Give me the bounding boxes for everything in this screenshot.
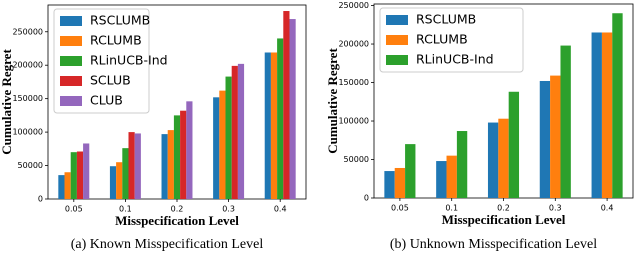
legend-swatch [60,96,82,106]
legend-label: RLinUCB-Ind [90,53,168,68]
legend-swatch [386,35,408,45]
legend-frame [53,8,150,114]
x-tick-label: 0.05 [391,204,409,213]
bar [612,13,623,198]
y-axis-label: Cumulative Regret [0,49,14,155]
x-tick-label: 0.4 [274,205,287,214]
bar [550,75,561,198]
caption: (a) Known Misspecification Level [71,237,264,252]
legend-label: RLinUCB-Ind [416,52,494,67]
legend-label: RCLUMB [90,33,142,48]
bar [487,122,499,198]
y-tick-label: 0 [38,195,43,204]
bar [134,133,141,199]
y-tick-label: 200000 [12,61,43,70]
bar [128,132,135,199]
x-tick-label: 0.4 [601,204,614,213]
bar [560,45,571,199]
bar [213,97,220,199]
bar [225,76,232,199]
legend-label: RSCLUMB [416,12,476,27]
bar [83,143,90,199]
legend-swatch [386,15,408,25]
bar [180,110,187,199]
bar [237,63,245,200]
y-tick-label: 200000 [338,40,369,49]
bar [601,32,613,198]
bar [270,52,278,199]
bar [456,131,468,198]
bar [167,130,174,199]
legend-swatch [60,36,82,46]
bar [394,167,406,198]
x-tick-label: 0.2 [171,205,184,214]
legend-swatch [60,56,82,66]
bar [116,162,123,199]
bar [219,90,226,199]
y-tick-label: 250000 [12,27,43,36]
bar [231,65,238,200]
legend-swatch [386,55,408,65]
bar [64,172,71,199]
y-tick-label: 100000 [12,128,43,137]
bar [384,171,395,198]
bar [122,148,129,199]
y-tick-label: 0 [364,194,369,203]
x-tick-label: 0.1 [119,205,132,214]
bar [186,101,193,199]
bar [76,151,84,199]
x-axis-label: Misspecification Level [442,212,566,227]
legend-swatch [60,16,82,26]
bar [58,175,65,199]
y-tick-label: 250000 [338,1,369,10]
caption: (b) Unknown Misspecification Level [390,237,597,252]
legend-label: CLUB [90,93,123,108]
bar [591,32,602,198]
y-axis-label: Cumulative Regret [325,48,340,154]
bar [277,38,284,200]
legend-frame [379,7,524,73]
bar [70,152,77,199]
x-axis-label: Misspecification Level [115,213,239,228]
x-tick-label: 0.3 [549,204,562,213]
y-tick-label: 50000 [344,155,369,164]
bar [264,52,271,199]
legend-swatch [60,76,82,86]
legend-label: RSCLUMB [90,13,150,28]
bar [173,115,181,199]
x-tick-label: 0.3 [222,205,235,214]
bar [508,91,520,198]
bar [161,134,168,199]
y-tick-label: 50000 [18,161,43,170]
bar [498,118,509,198]
bar [283,11,290,199]
x-tick-label: 0.1 [445,204,458,213]
y-tick-label: 150000 [12,94,43,103]
bar [436,161,447,198]
bar [405,144,416,198]
bar [446,155,457,198]
legend-label: SCLUB [90,73,131,88]
bar [539,80,551,198]
bar [289,19,296,199]
x-tick-label: 0.05 [65,205,83,214]
y-tick-label: 100000 [338,117,369,126]
bar [109,166,117,199]
y-tick-label: 150000 [338,78,369,87]
x-tick-label: 0.2 [497,204,510,213]
legend-label: RCLUMB [416,32,468,47]
